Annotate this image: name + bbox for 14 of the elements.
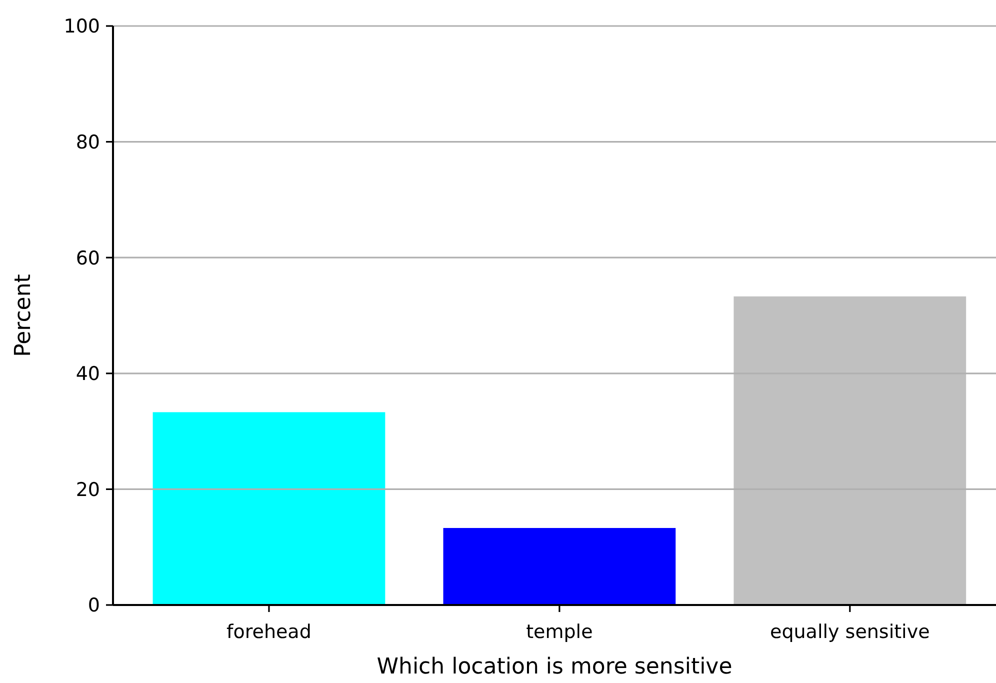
bar [152,412,386,605]
x-tick-label: forehead [226,621,312,643]
y-tick-label: 100 [64,16,100,38]
x-tick-label: temple [526,621,593,643]
bar [734,296,966,605]
x-tick-label: equally sensitive [770,621,930,643]
y-tick-label: 0 [88,594,100,617]
y-tick-label: 20 [76,478,100,501]
y-tick-label: 60 [76,247,100,270]
y-axis-title: Percent [11,274,36,357]
y-tick-label: 40 [76,363,100,386]
bar [443,528,676,605]
x-axis-title: Which location is more sensitive [376,654,732,680]
y-tick-label: 80 [76,131,100,154]
